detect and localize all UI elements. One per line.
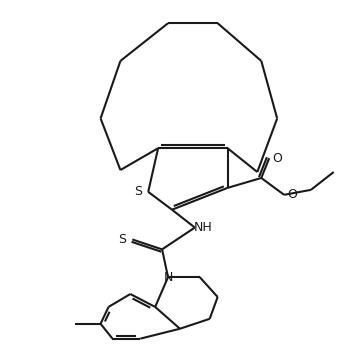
- Text: S: S: [118, 233, 126, 246]
- Text: O: O: [287, 188, 297, 201]
- Text: O: O: [272, 152, 282, 165]
- Text: S: S: [134, 185, 142, 198]
- Text: N: N: [163, 271, 173, 284]
- Text: NH: NH: [193, 221, 212, 234]
